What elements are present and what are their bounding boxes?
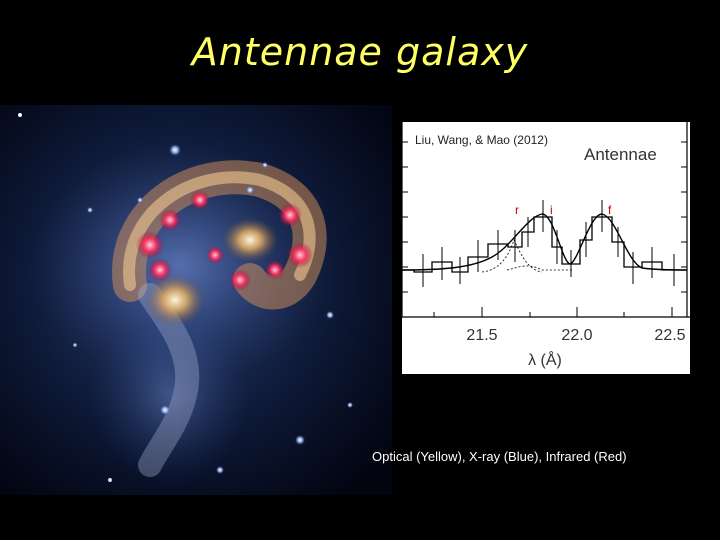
x-tick-label: 21.5 bbox=[466, 327, 497, 344]
x-tick-label: 22.5 bbox=[654, 327, 685, 344]
line-label-f: f bbox=[608, 203, 612, 217]
plot-object-label: Antennae bbox=[584, 145, 657, 164]
plot-citation: Liu, Wang, & Mao (2012) bbox=[415, 133, 548, 147]
galaxy-image bbox=[0, 105, 392, 495]
line-label-i: i bbox=[550, 203, 553, 217]
x-tick-label: 22.0 bbox=[561, 327, 592, 344]
slide-title: Antennae galaxy bbox=[191, 30, 529, 74]
line-label-r: r bbox=[515, 203, 519, 217]
image-caption: Optical (Yellow), X-ray (Blue), Infrared… bbox=[372, 449, 627, 464]
x-axis-label: λ (Å) bbox=[528, 350, 562, 369]
spectrum-plot: Liu, Wang, & Mao (2012) Antennae r i f 2… bbox=[402, 122, 690, 374]
